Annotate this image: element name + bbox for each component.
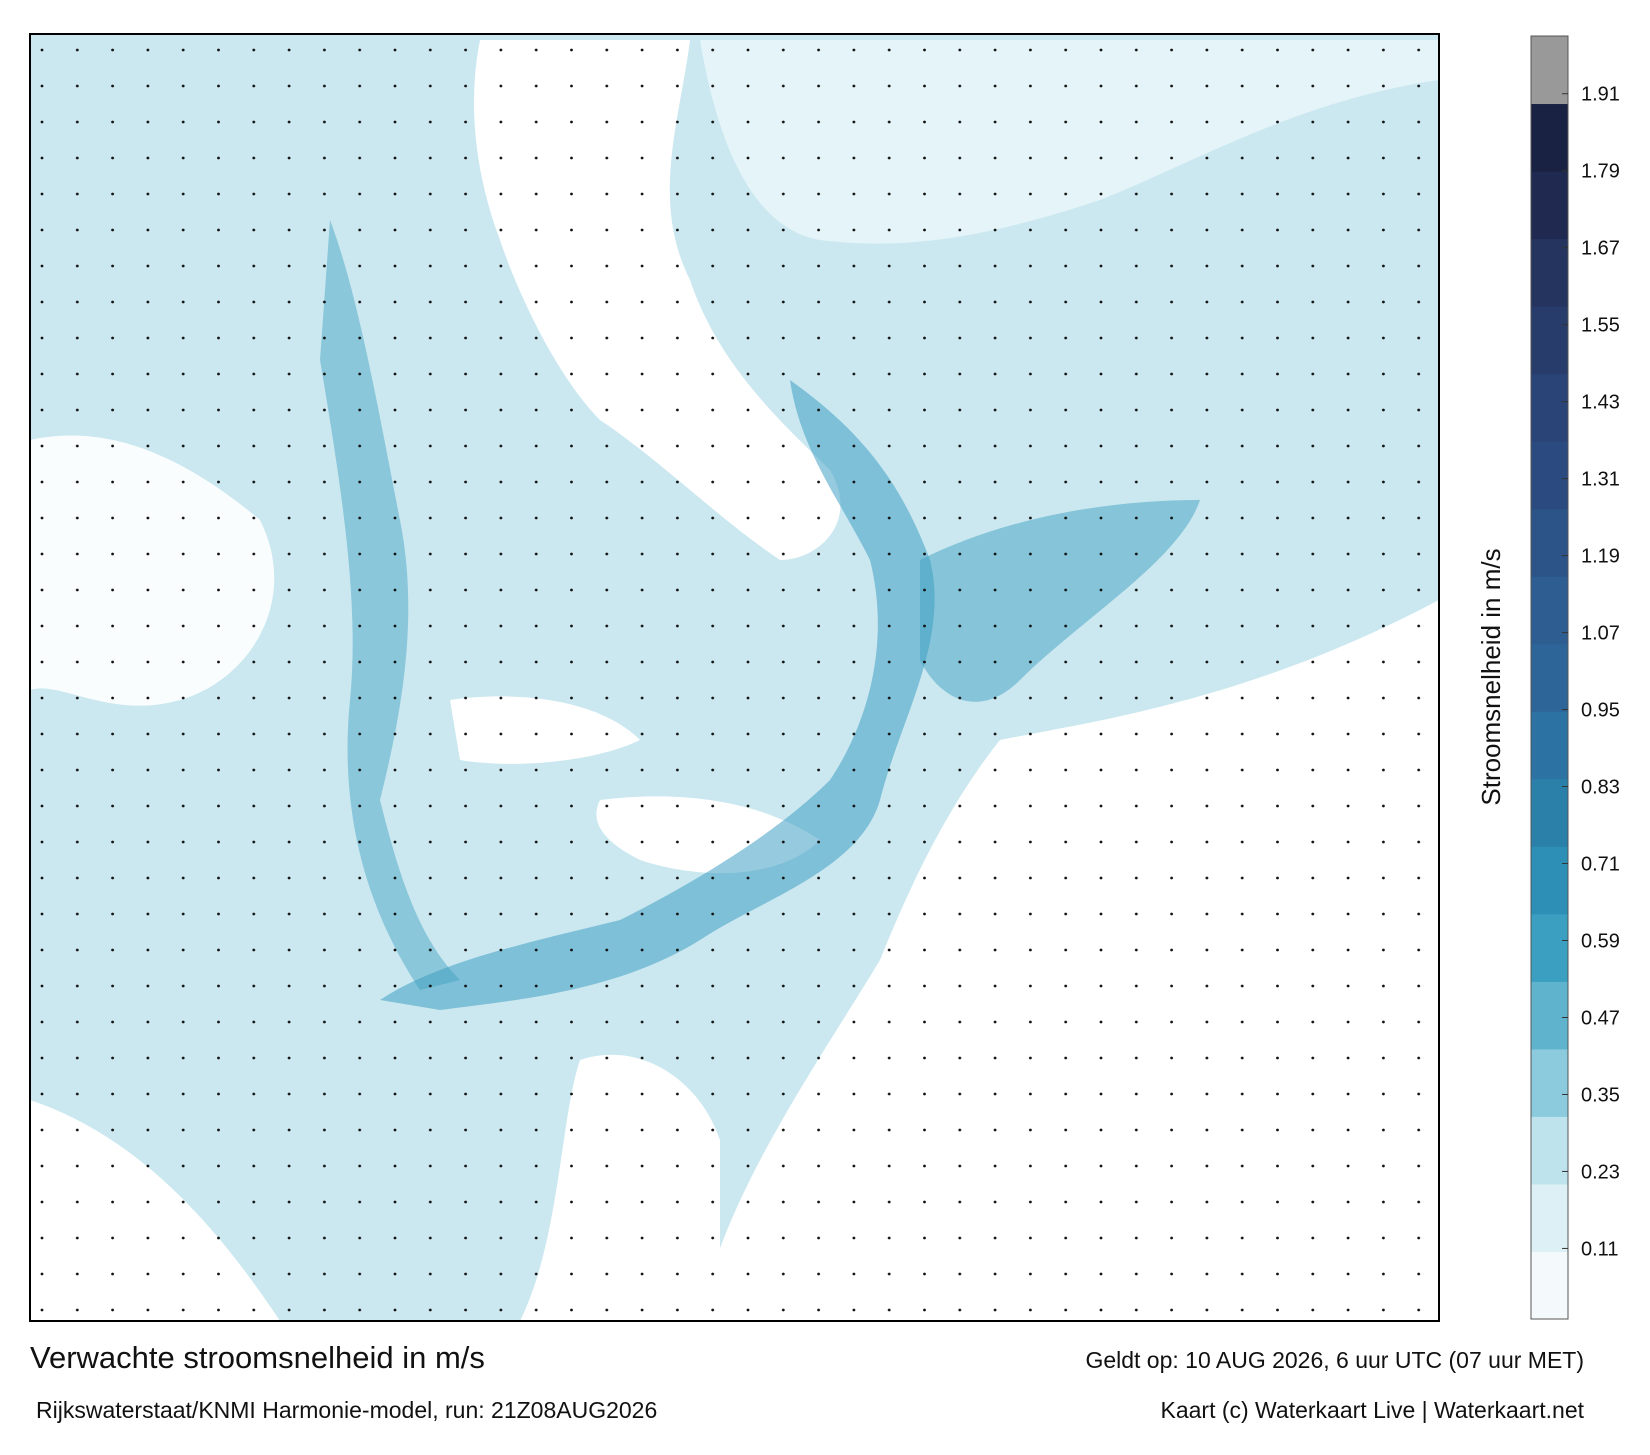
- colorbar-frame: [1530, 35, 1569, 1320]
- colorbar-tick-label: 1.31: [1581, 469, 1620, 491]
- colorbar-tick-label: 1.79: [1581, 161, 1620, 183]
- colorbar-band: [1531, 913, 1568, 982]
- colorbar-band: [1531, 778, 1568, 847]
- colorbar-band: [1531, 643, 1568, 712]
- colorbar-band: [1531, 1048, 1568, 1117]
- map-frame: [29, 33, 1440, 1322]
- colorbar-tick-label: 0.11: [1581, 1238, 1618, 1260]
- colorbar-tick-label: 0.23: [1581, 1161, 1620, 1183]
- colorbar-tick-label: 0.95: [1581, 700, 1620, 722]
- colorbar-tick-label: 1.55: [1581, 315, 1620, 337]
- colorbar-tick-label: 1.19: [1581, 546, 1620, 568]
- colorbar-band: [1531, 238, 1568, 307]
- colorbar-band: [1531, 711, 1568, 780]
- colorbar-band: [1531, 846, 1568, 915]
- colorbar-band: [1531, 508, 1568, 577]
- colorbar-band: [1531, 981, 1568, 1050]
- title: Verwachte stroomsnelheid in m/s: [30, 1340, 485, 1375]
- colorbar-tick-label: 0.59: [1581, 931, 1620, 953]
- credit: Kaart (c) Waterkaart Live | Waterkaart.n…: [1160, 1397, 1584, 1423]
- colorbar-band: [1531, 1116, 1568, 1185]
- colorbar-band: [1531, 576, 1568, 645]
- colorbar: 0.11 0.23 0.35 0.47 0.59 0.71 0.83 0.95 1.07 1.19…: [1530, 35, 1620, 1320]
- colorbar-tick-label: 1.91: [1581, 84, 1620, 106]
- colorbar-band: [1531, 1251, 1568, 1320]
- colorbar-band: [1531, 103, 1568, 172]
- colorbar-tick-label: 1.07: [1581, 623, 1620, 645]
- colorbar-band: [1531, 441, 1568, 510]
- colorbar-band: [1531, 373, 1568, 442]
- colorbar-label: Stroomsnelheid in m/s: [1476, 548, 1506, 805]
- colorbar-tick-label: 0.35: [1581, 1084, 1620, 1106]
- subtitle: Rijkswaterstaat/KNMI Harmonie-model, run…: [36, 1397, 657, 1423]
- valid-time: Geldt op: 10 AUG 2026, 6 uur UTC (07 uur…: [1085, 1347, 1584, 1373]
- colorbar-tick-label: 1.43: [1581, 392, 1620, 414]
- map: [30, 34, 1439, 1321]
- colorbar-band: [1531, 306, 1568, 375]
- colorbar-tick-label: 0.47: [1581, 1007, 1620, 1029]
- colorbar-band: [1531, 1183, 1568, 1252]
- colorbar-tick-label: 0.71: [1581, 854, 1620, 876]
- colorbar-tick-label: 1.67: [1581, 238, 1620, 260]
- colorbar-band: [1531, 36, 1568, 105]
- colorbar-band: [1531, 171, 1568, 240]
- colorbar-tick-label: 0.83: [1581, 777, 1620, 799]
